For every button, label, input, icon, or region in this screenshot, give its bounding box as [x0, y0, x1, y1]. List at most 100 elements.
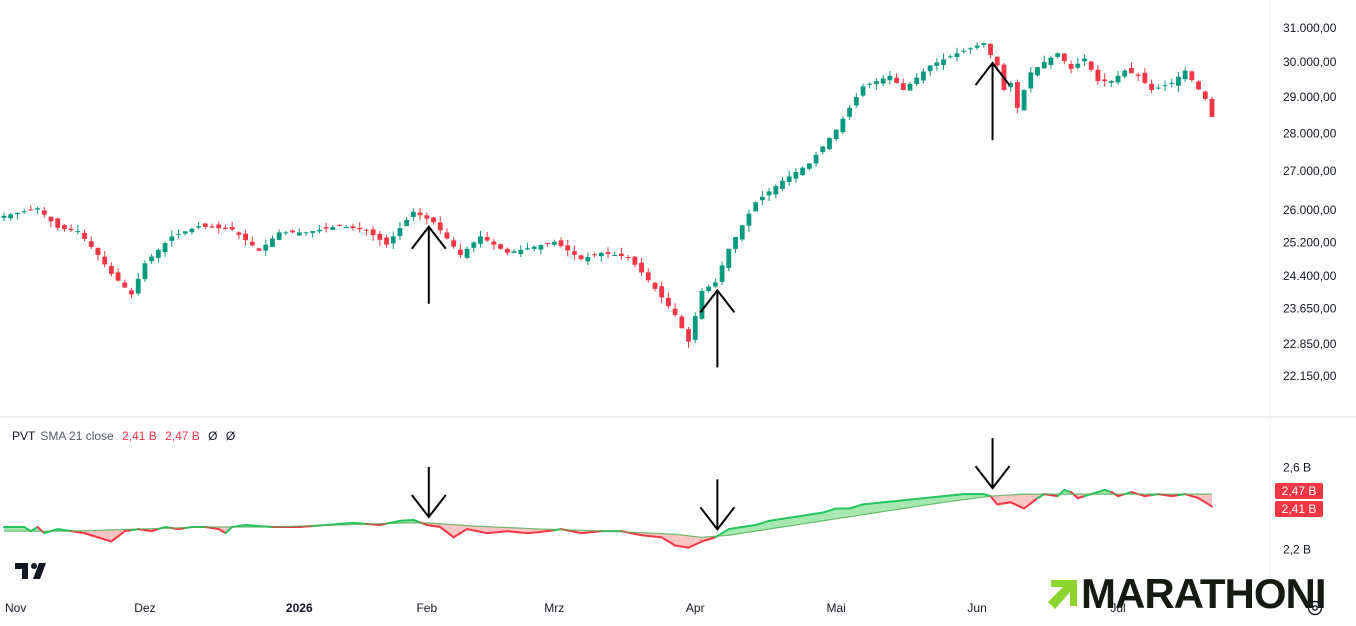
- candle-body: [384, 237, 389, 245]
- candle-body: [397, 228, 403, 237]
- candle-body: [518, 249, 524, 255]
- pvt-line-segment: [647, 534, 656, 538]
- candle-body: [686, 329, 691, 342]
- pvt-line-segment: [244, 523, 254, 527]
- candle-body: [659, 286, 665, 298]
- y-tick-label: 27.000,00: [1283, 164, 1337, 178]
- candle-body: [1061, 53, 1067, 62]
- y-tick-label: 28.000,00: [1283, 126, 1337, 140]
- candle-body: [1169, 82, 1175, 84]
- y-tick-label: 26.000,00: [1283, 203, 1337, 217]
- indicator-area: [3, 488, 1213, 549]
- candle-body: [921, 71, 926, 81]
- candle-body: [1035, 67, 1040, 76]
- pvt-line-segment: [700, 538, 710, 543]
- candle-body: [270, 238, 275, 247]
- candle-body: [189, 228, 195, 233]
- indicator-legend: PVT SMA 21 close 2,41 B 2,47 B Ø Ø: [12, 429, 240, 443]
- candle-body: [994, 56, 1000, 66]
- pvt-line-segment: [633, 532, 643, 537]
- x-tick-label: Jul: [1110, 601, 1125, 615]
- candle-body: [209, 226, 215, 228]
- candle-body: [223, 227, 228, 229]
- candle-body: [800, 167, 806, 176]
- pvt-fill-segment: [735, 527, 743, 535]
- candle-body: [1176, 76, 1181, 86]
- candle-body: [169, 236, 175, 241]
- pvt-fill-segment: [775, 518, 783, 529]
- candle-body: [457, 249, 463, 255]
- pvt-fill-segment: [930, 496, 937, 505]
- pvt-line-segment: [674, 544, 683, 548]
- pvt-fill-segment: [17, 527, 25, 532]
- pvt-fill-segment: [782, 517, 790, 528]
- candle-body: [1209, 98, 1215, 117]
- candle-body: [1129, 67, 1134, 74]
- legend-symbol-1: Ø: [208, 429, 218, 443]
- candle-body: [48, 216, 54, 222]
- candle-body: [390, 236, 396, 244]
- candle-body: [1135, 74, 1141, 76]
- candle-body: [572, 251, 577, 255]
- candle-body: [739, 225, 745, 240]
- arrow-up-icon: [411, 225, 447, 304]
- y-tick-label: 29.000,00: [1283, 90, 1337, 104]
- candle-body: [793, 172, 799, 179]
- pvt-line-segment: [372, 523, 381, 526]
- candle-body: [679, 316, 685, 329]
- x-tick-label: Feb: [416, 601, 437, 615]
- arrow-down-icon: [974, 438, 1011, 490]
- arrow-head: [974, 465, 1011, 490]
- pvt-line-segment: [1103, 488, 1113, 494]
- pvt-line-segment: [821, 509, 831, 514]
- candle-body: [444, 232, 450, 239]
- pvt-line-segment: [781, 516, 791, 520]
- y-tick-label: 22.150,00: [1283, 369, 1337, 383]
- pvt-line-segment: [398, 519, 408, 522]
- arrow-head: [699, 506, 736, 531]
- settings-icon[interactable]: [1306, 599, 1324, 617]
- y-tick-label: 23.650,00: [1283, 301, 1337, 315]
- candle-body: [75, 231, 81, 233]
- tradingview-logo-icon[interactable]: [15, 563, 51, 579]
- candle-body: [142, 263, 148, 280]
- candle-body: [806, 163, 812, 169]
- pvt-fill-segment: [903, 499, 910, 509]
- pvt-line-segment: [747, 523, 757, 527]
- arrow-head: [974, 61, 1011, 86]
- pvt-line-segment: [90, 534, 99, 539]
- pvt-line-segment: [566, 529, 576, 533]
- pvt-line-segment: [1036, 493, 1046, 500]
- candle-body: [706, 286, 712, 292]
- candle-body: [377, 233, 383, 240]
- candle-body: [766, 191, 772, 196]
- pvt-line-segment: [110, 535, 120, 543]
- candle-body: [1082, 58, 1087, 62]
- candle-body: [860, 86, 866, 96]
- pvt-line-segment: [345, 521, 354, 525]
- pvt-line-segment: [117, 530, 126, 538]
- pvt-line-segment: [412, 518, 422, 524]
- legend-value-sma: 2,47 B: [165, 429, 200, 443]
- pvt-line-segment: [258, 524, 267, 528]
- pvt-fill-segment: [675, 534, 682, 547]
- candle-body: [337, 224, 342, 226]
- candle-body: [1155, 87, 1161, 89]
- candle-body: [310, 231, 316, 233]
- candle-body: [954, 53, 960, 58]
- pvt-fill-segment: [809, 513, 817, 523]
- pvt-fill-segment: [1017, 494, 1025, 509]
- candle-body: [894, 77, 899, 83]
- candle-body: [343, 226, 349, 228]
- pvt-line-segment: [499, 530, 509, 533]
- pvt-line-segment: [1204, 501, 1213, 508]
- arrow-up-icon: [699, 288, 736, 368]
- candle-body: [410, 211, 416, 217]
- pvt-line-segment: [513, 530, 522, 534]
- candle-body: [62, 225, 67, 229]
- candle-body: [820, 146, 826, 153]
- candle-body: [927, 65, 933, 72]
- pvt-line-segment: [949, 493, 958, 497]
- pvt-fill-segment: [681, 534, 689, 548]
